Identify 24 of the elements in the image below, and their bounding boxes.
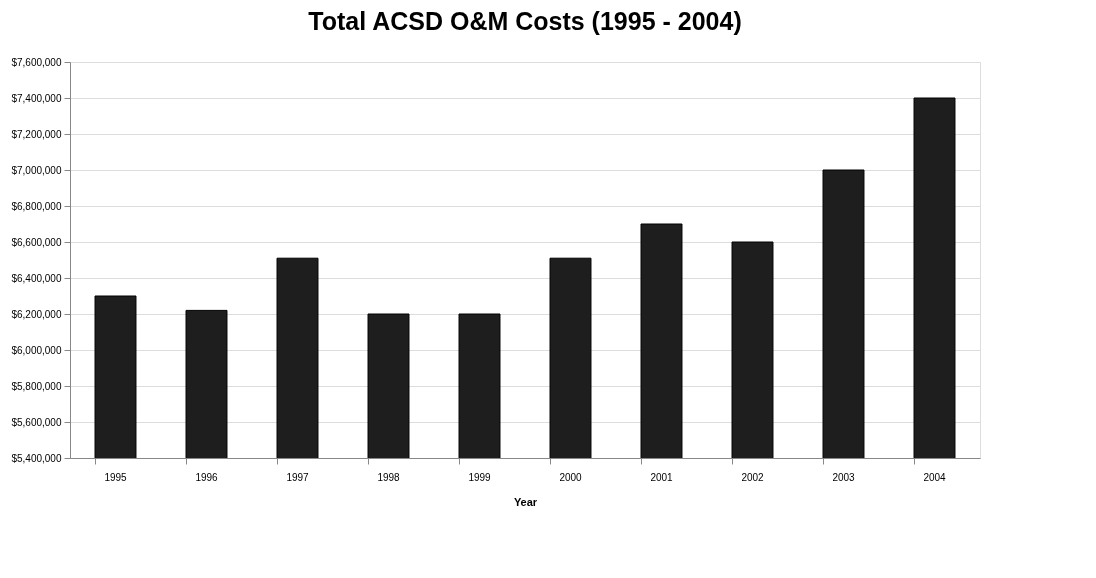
x-tick-label: 2001 [650,471,674,483]
x-tick-label: 2002 [741,471,765,483]
y-tick-label: $5,800,000 [11,380,62,392]
y-tick-label: $5,400,000 [11,452,62,464]
x-tick-label: 1998 [377,471,401,483]
x-tick-label: 1999 [468,471,492,483]
y-tick-label: $6,800,000 [11,200,62,212]
y-tick-label: $7,200,000 [11,128,62,140]
y-tick-label: $6,400,000 [11,272,62,284]
chart-title: Total ACSD O&M Costs (1995 - 2004) [308,7,742,35]
y-tick-label: $5,600,000 [11,416,62,428]
x-tick-label: 2004 [923,471,947,483]
x-tick-label: 2003 [832,471,856,483]
y-tick-label: $7,400,000 [11,92,62,104]
x-axis-title: Year [513,495,538,508]
x-tick-label: 2000 [559,471,583,483]
y-tick-label: $6,200,000 [11,308,62,320]
x-tick-label: 1997 [286,471,310,483]
y-tick-label: $7,000,000 [11,164,62,176]
x-tick-label: 1996 [195,471,219,483]
y-tick-label: $6,600,000 [11,236,62,248]
x-tick-label: 1995 [104,471,128,483]
y-tick-label: $7,600,000 [11,56,62,68]
y-tick-label: $6,000,000 [11,344,62,356]
